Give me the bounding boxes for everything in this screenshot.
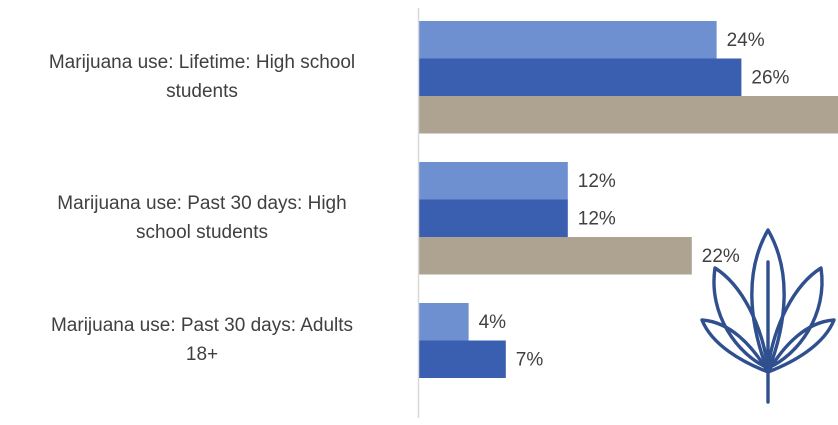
- data-label-series-2-cat-2: 12%: [578, 208, 616, 229]
- category-label-1: Marijuana use: Lifetime: High school stud…: [49, 52, 355, 102]
- data-labels: 24%26%37%12%12%22%4%7%: [479, 30, 790, 371]
- data-label-series-1-cat-2: 12%: [578, 171, 616, 192]
- category-label-line: school students: [136, 222, 268, 243]
- data-label-series-1-cat-3: 4%: [479, 312, 507, 333]
- data-label-series-3-cat-2: 22%: [702, 246, 740, 267]
- bar-series-2-cat-3: [419, 340, 506, 378]
- bar-series-2-cat-1: [419, 58, 742, 96]
- data-label-series-1-cat-1: 24%: [727, 30, 765, 51]
- category-label-3: Marijuana use: Past 30 days: Adults 18+: [51, 315, 353, 365]
- bar-series-3-cat-1: [419, 96, 838, 134]
- cannabis-leaf-icon: [700, 228, 836, 404]
- category-label-line: students: [166, 81, 238, 102]
- bar-series-2-cat-2: [419, 199, 568, 237]
- category-label-line: Marijuana use: Lifetime: High school: [49, 52, 355, 73]
- bar-series-3-cat-2: [419, 237, 692, 275]
- data-label-series-2-cat-1: 26%: [751, 67, 789, 88]
- bar-series-1-cat-3: [419, 303, 469, 341]
- bars: [419, 21, 838, 378]
- category-label-line: 18+: [186, 344, 218, 365]
- category-label-2: Marijuana use: Past 30 days: High school …: [57, 193, 346, 243]
- category-labels: Marijuana use: Lifetime: High school stud…: [49, 52, 355, 365]
- bar-series-1-cat-1: [419, 21, 717, 59]
- bar-series-1-cat-2: [419, 162, 568, 200]
- data-label-series-2-cat-3: 7%: [516, 349, 544, 370]
- category-label-line: Marijuana use: Past 30 days: Adults: [51, 315, 353, 336]
- category-label-line: Marijuana use: Past 30 days: High: [57, 193, 346, 214]
